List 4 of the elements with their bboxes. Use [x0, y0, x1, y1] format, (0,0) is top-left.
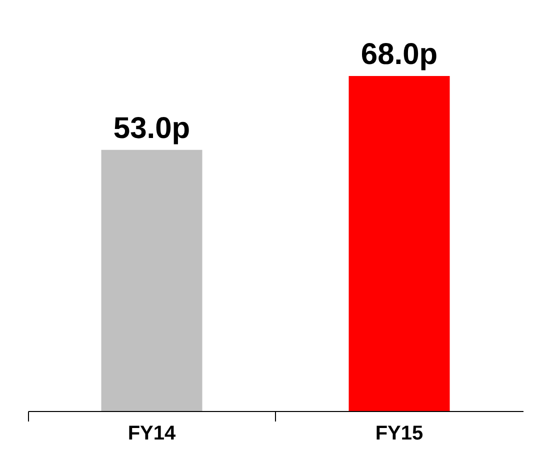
data-label: 53.0p [113, 112, 190, 145]
data-label: 68.0p [360, 38, 438, 71]
x-tick-label: FY14 [128, 422, 177, 444]
x-tick-label: FY15 [375, 422, 424, 444]
